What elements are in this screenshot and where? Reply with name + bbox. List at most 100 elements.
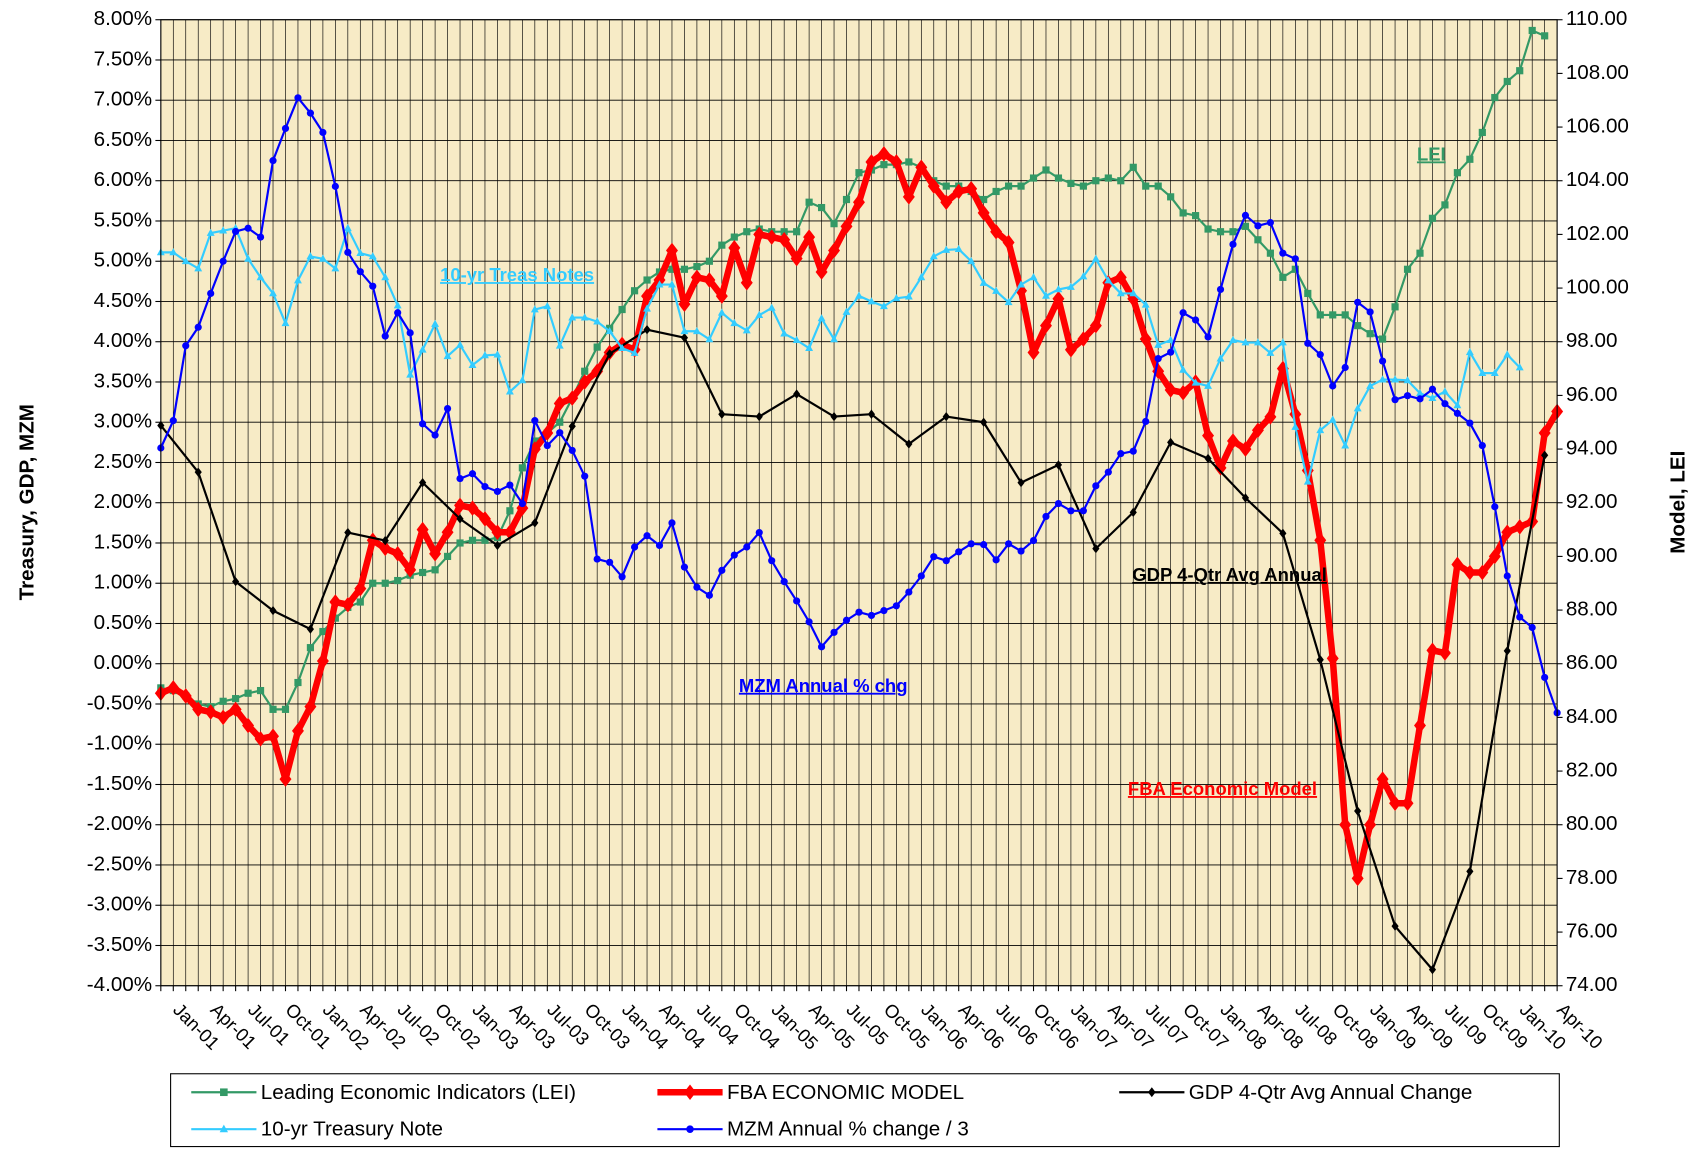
legend-label: MZM Annual % change / 3 — [727, 1118, 969, 1141]
marker — [1104, 174, 1112, 182]
marker — [1379, 335, 1387, 343]
marker — [1541, 673, 1549, 682]
marker — [618, 343, 627, 352]
y-tick-label: -1.50% — [87, 772, 152, 795]
marker — [456, 340, 464, 348]
marker — [705, 335, 714, 343]
marker — [890, 154, 903, 170]
marker — [980, 417, 988, 427]
marker — [680, 265, 689, 273]
marker — [730, 233, 738, 241]
marker — [541, 425, 554, 441]
marker — [306, 109, 315, 117]
marker — [805, 198, 813, 206]
marker — [181, 256, 190, 265]
marker — [368, 252, 377, 260]
y-tick-label: 8.00% — [94, 7, 152, 30]
marker — [232, 227, 240, 236]
marker — [1241, 211, 1250, 219]
marker — [1029, 273, 1038, 281]
marker — [1253, 338, 1262, 346]
marker — [743, 543, 751, 551]
marker — [344, 248, 352, 256]
marker — [1040, 317, 1052, 334]
marker — [680, 326, 689, 335]
marker — [456, 539, 464, 547]
marker — [830, 628, 838, 636]
marker — [1428, 964, 1437, 975]
marker — [256, 273, 265, 281]
marker — [443, 552, 452, 560]
marker — [1092, 482, 1100, 490]
y-tick-label: -3.50% — [87, 933, 152, 956]
marker — [220, 1088, 228, 1097]
marker — [1341, 441, 1350, 449]
marker — [1391, 375, 1400, 383]
marker — [1353, 404, 1362, 412]
marker — [343, 223, 352, 232]
marker — [406, 329, 414, 337]
marker — [1229, 228, 1237, 236]
marker — [1239, 441, 1252, 457]
marker — [1241, 222, 1250, 230]
marker — [566, 390, 579, 406]
marker — [431, 566, 439, 574]
marker — [556, 418, 564, 426]
marker — [1453, 169, 1461, 177]
marker — [580, 313, 589, 321]
marker — [703, 272, 716, 288]
marker — [1341, 363, 1349, 372]
marker — [229, 701, 242, 718]
marker — [169, 248, 178, 256]
y-tick-label: -1.00% — [87, 732, 152, 755]
marker — [1167, 348, 1175, 356]
marker — [281, 318, 290, 327]
y-tick-label: 0.50% — [94, 611, 152, 634]
marker — [493, 487, 502, 496]
marker — [1191, 378, 1200, 386]
marker — [443, 404, 452, 413]
marker — [805, 343, 814, 352]
marker — [267, 728, 280, 744]
marker — [955, 548, 963, 556]
marker — [244, 254, 253, 262]
annotation: GDP 4-Qtr Avg Annual — [1132, 564, 1327, 585]
y-tick-label: 0.00% — [94, 651, 152, 674]
marker — [269, 157, 277, 165]
marker — [366, 532, 379, 549]
marker — [1428, 393, 1437, 401]
marker — [842, 307, 851, 315]
marker — [1229, 335, 1237, 343]
legend-label: GDP 4-Qtr Avg Annual Change — [1189, 1081, 1473, 1104]
marker — [1052, 291, 1065, 307]
marker — [518, 464, 526, 472]
y-tick-label: 6.00% — [94, 168, 152, 191]
y2-tick-label: 88.00 — [1566, 598, 1618, 621]
y-axis-title: Treasury, GDP, MZM — [16, 404, 39, 600]
marker — [1104, 468, 1112, 476]
marker — [1154, 182, 1162, 190]
y2-tick-label: 78.00 — [1566, 866, 1618, 889]
marker — [1091, 254, 1100, 262]
legend-label: 10-yr Treasury Note — [261, 1118, 443, 1141]
marker — [1341, 311, 1349, 319]
marker — [1516, 613, 1524, 621]
marker — [1142, 417, 1150, 426]
marker — [319, 128, 327, 137]
marker — [1279, 249, 1287, 257]
y2-tick-label: 90.00 — [1566, 544, 1618, 567]
marker — [830, 335, 838, 343]
y-tick-label: 3.50% — [94, 369, 152, 392]
marker — [1366, 330, 1374, 338]
marker — [304, 698, 317, 715]
marker — [1453, 401, 1462, 409]
marker — [755, 411, 763, 422]
marker — [306, 252, 315, 260]
marker — [743, 228, 751, 236]
legend-item: Leading Economic Indicators (LEI) — [191, 1081, 576, 1104]
marker — [1366, 381, 1375, 389]
marker — [742, 326, 751, 334]
marker — [892, 602, 900, 610]
marker — [954, 244, 963, 253]
marker — [543, 441, 551, 450]
